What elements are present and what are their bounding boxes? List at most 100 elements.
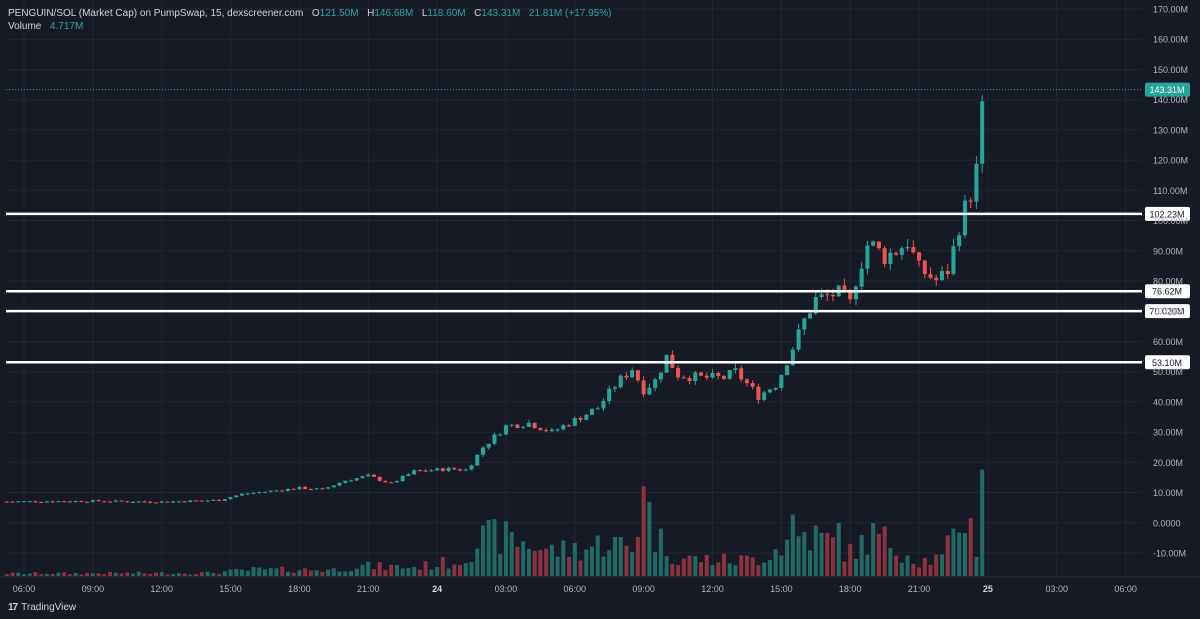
candle-up[interactable] (951, 246, 956, 275)
horizontal-levels[interactable]: 102.23M 76.62M 70.020M 53.10M (6, 206, 1190, 370)
candle-up[interactable] (159, 501, 164, 503)
candle-up[interactable] (899, 248, 904, 255)
candle-up[interactable] (21, 501, 27, 503)
candle-up[interactable] (727, 370, 732, 379)
candle-up[interactable] (785, 365, 790, 376)
candle-up[interactable] (612, 387, 617, 389)
candle-down[interactable] (377, 476, 382, 481)
candle-up[interactable] (475, 454, 480, 466)
candle-up[interactable] (360, 476, 365, 479)
candle-up[interactable] (871, 241, 876, 246)
candle-up[interactable] (406, 474, 411, 476)
candle-up[interactable] (503, 425, 508, 435)
candle-up[interactable] (779, 375, 784, 388)
candle-down[interactable] (744, 379, 749, 384)
legend-volume-label[interactable]: Volume (8, 21, 42, 32)
candle-down[interactable] (532, 422, 537, 429)
candle-down[interactable] (371, 474, 376, 477)
candle-up[interactable] (240, 493, 245, 496)
candle-down[interactable] (423, 470, 428, 472)
candle-up[interactable] (790, 349, 795, 366)
candle-up[interactable] (314, 488, 319, 490)
candle-up[interactable] (205, 500, 210, 502)
candle-up[interactable] (113, 500, 118, 502)
candle-up[interactable] (44, 501, 49, 503)
candle-down[interactable] (291, 488, 296, 490)
candle-up[interactable] (762, 392, 767, 400)
candle-down[interactable] (848, 290, 853, 300)
candle-down[interactable] (165, 501, 170, 503)
candle-up[interactable] (412, 470, 417, 475)
candle-down[interactable] (119, 500, 124, 502)
candle-up[interactable] (980, 101, 985, 164)
candle-down[interactable] (882, 248, 887, 264)
candle-up[interactable] (131, 501, 136, 503)
candle-down[interactable] (911, 247, 916, 253)
candle-down[interactable] (85, 501, 90, 503)
candle-up[interactable] (262, 491, 267, 493)
candle-down[interactable] (721, 375, 726, 379)
candle-up[interactable] (584, 414, 589, 420)
candle-down[interactable] (578, 418, 583, 420)
candle-down[interactable] (199, 500, 204, 502)
candle-down[interactable] (308, 489, 313, 491)
candle-down[interactable] (830, 294, 835, 297)
candle-down[interactable] (544, 430, 549, 432)
candle-up[interactable] (337, 482, 342, 486)
candle-up[interactable] (171, 501, 176, 503)
candle-down[interactable] (716, 372, 721, 376)
candle-up[interactable] (469, 465, 474, 470)
candle-down[interactable] (153, 502, 158, 504)
candle-down[interactable] (756, 386, 761, 400)
candle-up[interactable] (509, 424, 514, 426)
candle-down[interactable] (641, 380, 646, 395)
candle-down[interactable] (968, 200, 973, 202)
candle-up[interactable] (285, 488, 290, 491)
candle-down[interactable] (50, 501, 55, 503)
candle-up[interactable] (630, 370, 635, 378)
candle-up[interactable] (526, 422, 531, 427)
candle-up[interactable] (176, 501, 181, 503)
candle-down[interactable] (108, 501, 113, 503)
price-axis[interactable]: 170.00M 160.00M 150.00M 140.00M 130.00M 120.0… (6, 5, 1190, 559)
candle-up[interactable] (188, 500, 193, 502)
candle-up[interactable] (957, 235, 962, 247)
candle-up[interactable] (297, 486, 302, 490)
candle-up[interactable] (343, 480, 348, 483)
candle-up[interactable] (595, 408, 600, 410)
candle-down[interactable] (687, 377, 692, 382)
candle-up[interactable] (394, 481, 399, 483)
candle-down[interactable] (538, 428, 543, 431)
candle-down[interactable] (945, 271, 950, 275)
tradingview-brand[interactable]: 17 TradingView (8, 602, 76, 613)
candle-up[interactable] (222, 499, 227, 501)
candle-down[interactable] (934, 277, 939, 281)
candle-down[interactable] (894, 252, 899, 255)
candle-down[interactable] (876, 241, 881, 249)
candle-up[interactable] (888, 252, 893, 264)
candle-up[interactable] (27, 501, 32, 503)
candle-down[interactable] (96, 500, 101, 502)
candle-up[interactable] (819, 294, 824, 297)
candle-down[interactable] (383, 480, 388, 483)
candle-up[interactable] (710, 372, 715, 378)
candle-down[interactable] (567, 425, 572, 427)
candle-down[interactable] (624, 375, 629, 378)
candle-up[interactable] (331, 485, 336, 488)
candle-up[interactable] (349, 480, 354, 482)
candle-up[interactable] (56, 501, 61, 503)
candle-up[interactable] (400, 475, 405, 482)
candle-up[interactable] (561, 425, 566, 430)
candle-down[interactable] (79, 500, 84, 502)
candle-down[interactable] (33, 501, 38, 503)
candle-down[interactable] (148, 501, 153, 503)
candle-up[interactable] (463, 469, 468, 471)
candle-up[interactable] (90, 500, 95, 502)
candle-down[interactable] (825, 294, 830, 296)
candle-down[interactable] (635, 370, 640, 381)
candle-up[interactable] (234, 495, 239, 498)
candle-up[interactable] (354, 478, 359, 481)
candle-down[interactable] (182, 501, 187, 503)
candle-up[interactable] (521, 426, 526, 428)
candle-down[interactable] (452, 467, 457, 470)
